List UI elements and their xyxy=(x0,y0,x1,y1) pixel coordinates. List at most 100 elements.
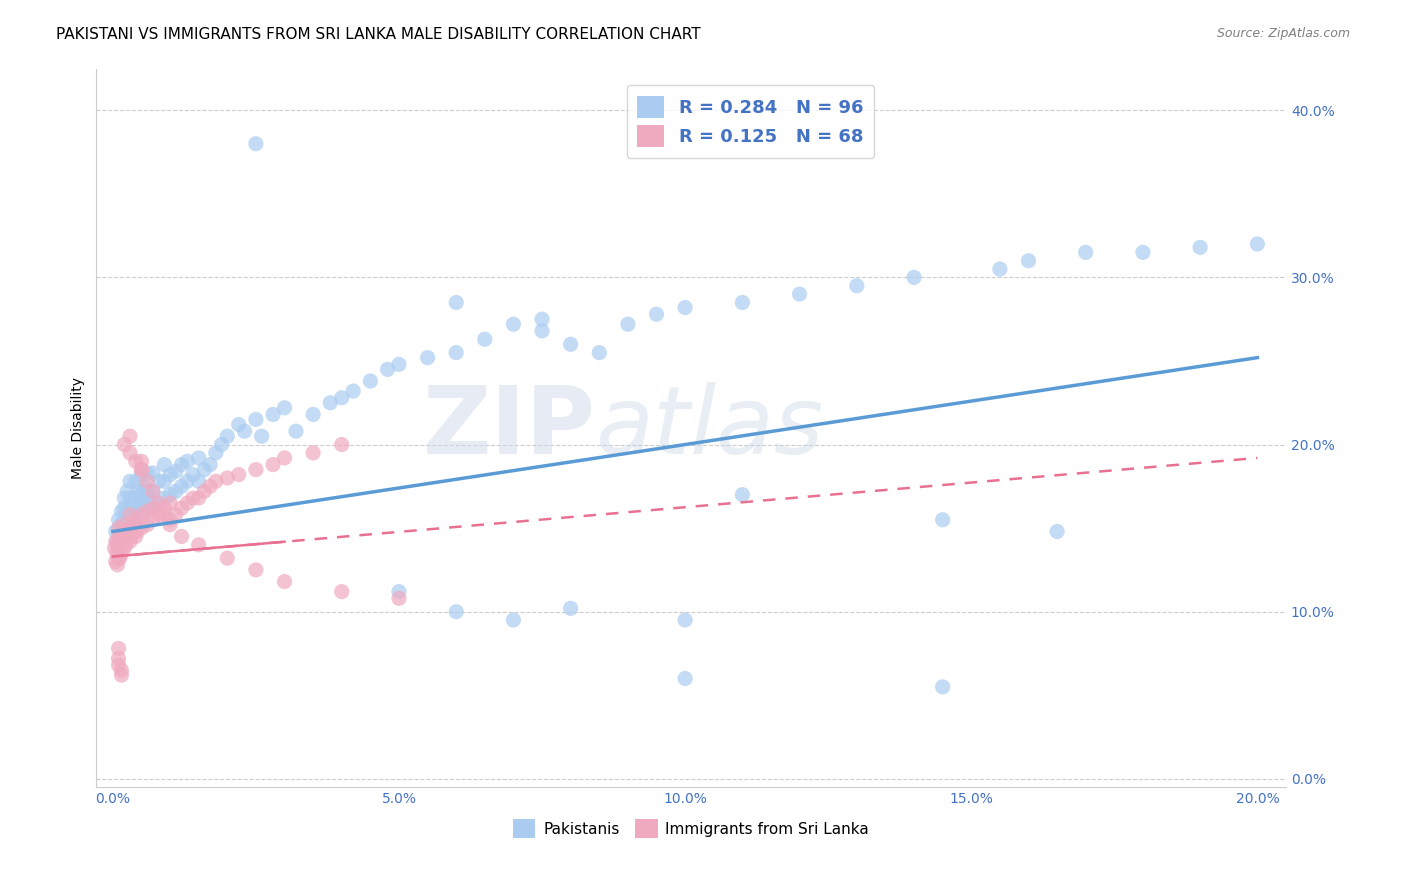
Point xyxy=(165,484,187,499)
Point xyxy=(142,484,165,499)
Point xyxy=(112,513,135,527)
Point xyxy=(107,551,129,566)
Point xyxy=(103,541,125,556)
Point xyxy=(1046,524,1069,539)
Point xyxy=(474,332,496,346)
Point xyxy=(108,551,131,566)
Point xyxy=(136,500,159,514)
Point xyxy=(531,324,554,338)
Point xyxy=(112,491,135,505)
Point xyxy=(789,287,811,301)
Point xyxy=(903,270,925,285)
Point xyxy=(136,517,159,532)
Point xyxy=(245,563,267,577)
Point xyxy=(131,504,153,518)
Point xyxy=(112,529,135,543)
Point xyxy=(107,534,129,549)
Point xyxy=(170,479,193,493)
Point xyxy=(731,488,754,502)
Text: PAKISTANI VS IMMIGRANTS FROM SRI LANKA MALE DISABILITY CORRELATION CHART: PAKISTANI VS IMMIGRANTS FROM SRI LANKA M… xyxy=(56,27,700,42)
Point xyxy=(988,262,1011,277)
Point xyxy=(136,466,159,480)
Point xyxy=(131,488,153,502)
Point xyxy=(273,450,295,465)
Point xyxy=(142,513,165,527)
Point xyxy=(319,396,342,410)
Point xyxy=(112,501,135,516)
Point xyxy=(125,529,148,543)
Point xyxy=(131,462,153,476)
Point xyxy=(104,555,127,569)
Point xyxy=(176,454,198,468)
Point xyxy=(170,529,193,543)
Point xyxy=(118,508,141,522)
Point xyxy=(120,529,142,543)
Point xyxy=(115,508,138,522)
Point xyxy=(153,508,176,522)
Point xyxy=(187,491,209,505)
Point xyxy=(731,295,754,310)
Point xyxy=(125,491,148,505)
Point xyxy=(444,345,467,359)
Point xyxy=(176,475,198,489)
Point xyxy=(245,136,267,151)
Point xyxy=(159,517,181,532)
Point xyxy=(107,541,129,556)
Point xyxy=(107,558,129,572)
Point xyxy=(502,317,524,331)
Point xyxy=(444,295,467,310)
Point xyxy=(136,504,159,518)
Point xyxy=(416,351,439,365)
Point xyxy=(118,475,141,489)
Point xyxy=(128,484,150,499)
Point xyxy=(588,345,610,359)
Point xyxy=(673,613,696,627)
Point xyxy=(193,462,215,476)
Point xyxy=(121,517,143,532)
Point xyxy=(330,391,353,405)
Point xyxy=(114,538,136,552)
Point xyxy=(931,513,953,527)
Point xyxy=(128,501,150,516)
Point xyxy=(217,551,239,566)
Point xyxy=(153,458,176,472)
Point xyxy=(110,504,132,518)
Point xyxy=(105,546,128,560)
Point xyxy=(388,584,411,599)
Point xyxy=(107,541,129,556)
Point xyxy=(560,337,582,351)
Point xyxy=(148,496,170,510)
Point xyxy=(330,437,353,451)
Point xyxy=(110,546,132,560)
Point xyxy=(211,437,233,451)
Point xyxy=(110,517,132,532)
Point xyxy=(125,508,148,522)
Point xyxy=(388,591,411,606)
Point xyxy=(108,521,131,535)
Point xyxy=(107,538,129,552)
Point xyxy=(104,524,127,539)
Point xyxy=(1189,240,1212,254)
Point xyxy=(118,446,141,460)
Point xyxy=(233,424,256,438)
Point xyxy=(134,496,156,510)
Point xyxy=(118,504,141,518)
Point xyxy=(114,529,136,543)
Point xyxy=(444,605,467,619)
Point xyxy=(302,446,325,460)
Point xyxy=(131,508,153,522)
Point xyxy=(153,501,176,516)
Point xyxy=(110,663,132,677)
Point xyxy=(187,450,209,465)
Point xyxy=(198,458,221,472)
Point xyxy=(170,458,193,472)
Point xyxy=(250,429,273,443)
Point xyxy=(181,491,204,505)
Point xyxy=(531,312,554,326)
Point xyxy=(181,467,204,482)
Point xyxy=(198,479,221,493)
Point xyxy=(284,424,307,438)
Point xyxy=(112,541,135,556)
Point xyxy=(845,278,868,293)
Point xyxy=(165,508,187,522)
